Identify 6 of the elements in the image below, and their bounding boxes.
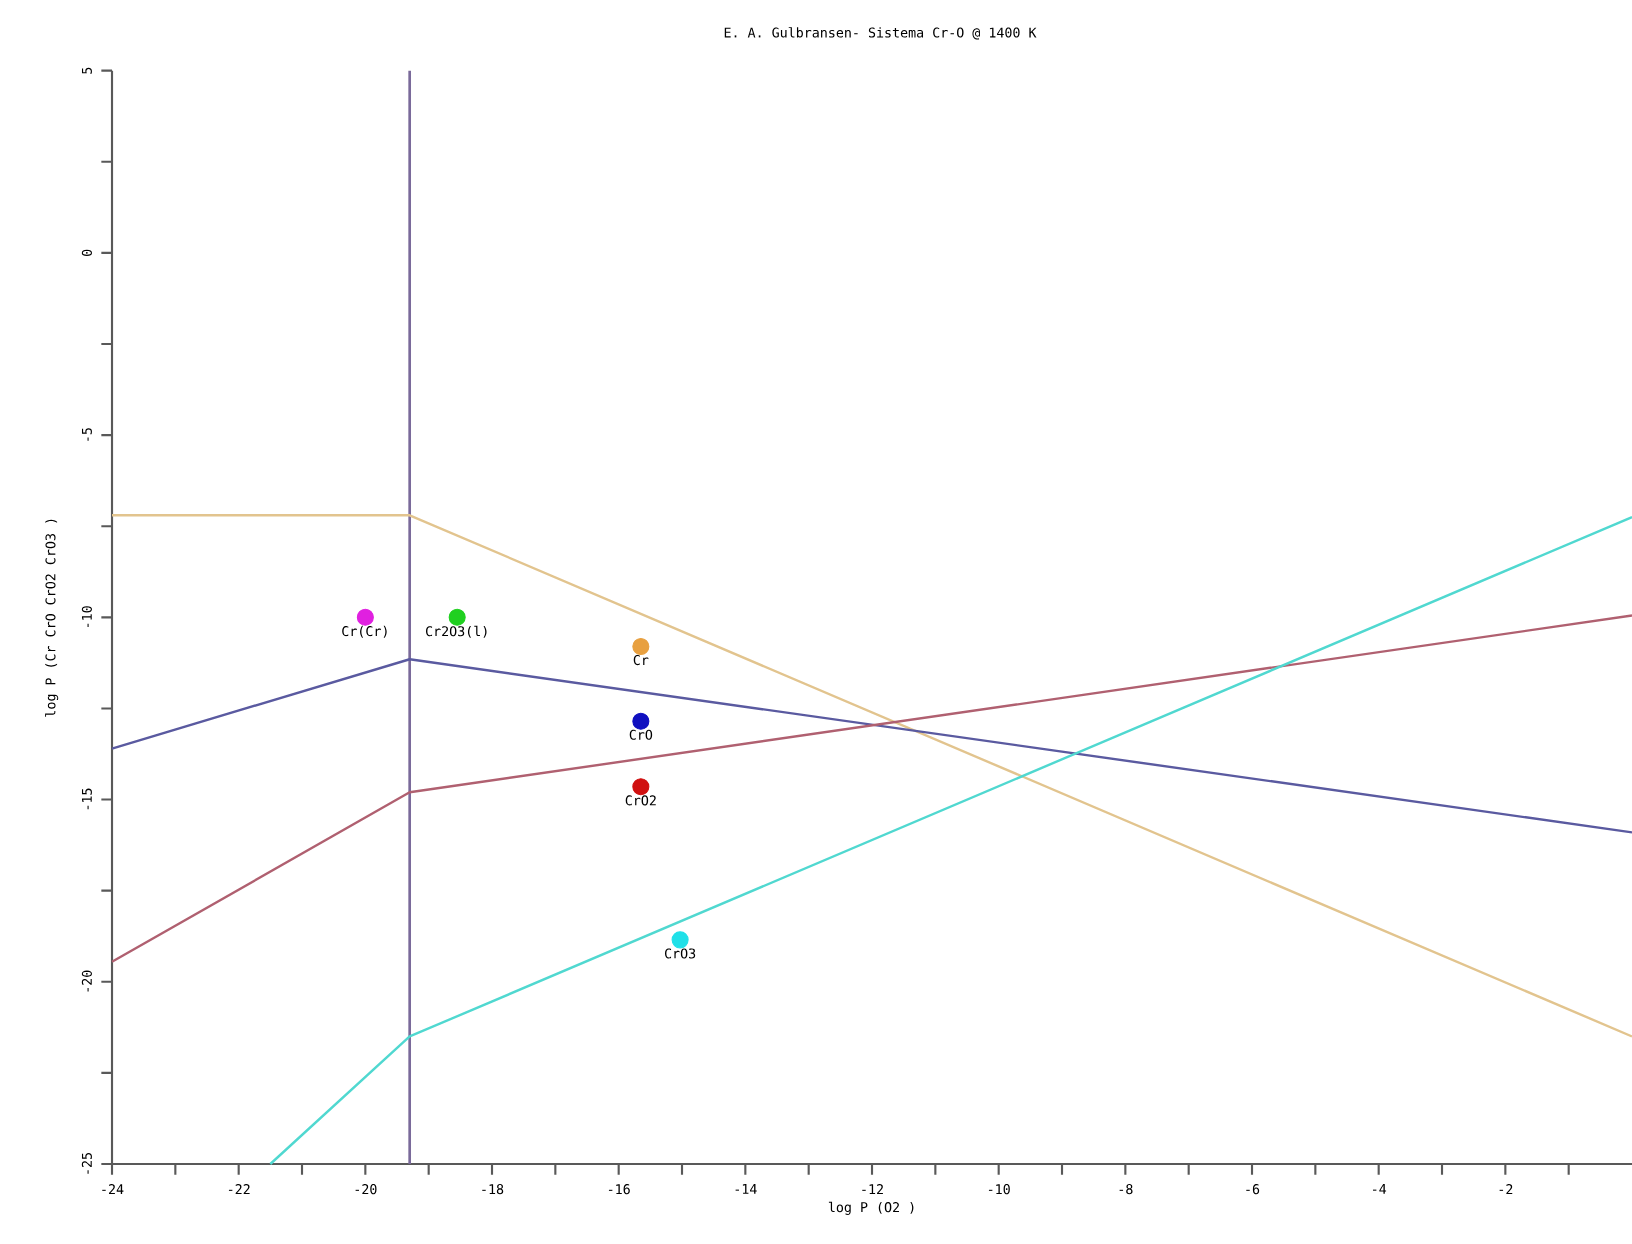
point bbox=[632, 637, 650, 656]
point bbox=[632, 712, 650, 730]
point bbox=[632, 778, 650, 796]
point bbox=[448, 608, 466, 626]
point bbox=[356, 608, 374, 626]
point bbox=[671, 931, 689, 949]
